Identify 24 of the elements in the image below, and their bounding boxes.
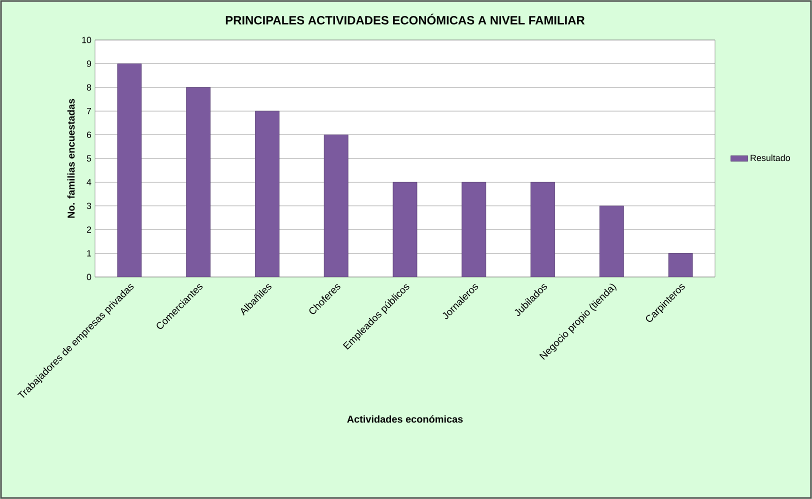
y-tick-label: 1 xyxy=(87,250,92,256)
bar xyxy=(324,134,348,277)
y-tick-label: 3 xyxy=(86,202,92,210)
y-tick-label: 6 xyxy=(86,132,92,138)
bar xyxy=(186,87,211,277)
y-tick-label: 7 xyxy=(86,108,92,114)
y-tick-label: 9 xyxy=(86,60,92,67)
bar xyxy=(255,110,280,277)
y-tick-label: 0 xyxy=(86,274,92,280)
bar xyxy=(599,206,624,277)
chart-title: PRINCIPALES ACTIVIDADES ECONÓMICAS A NIVEL FAMILIAR xyxy=(226,14,585,24)
y-tick-label: 5 xyxy=(86,155,92,162)
y-axis-title: No. familias encuestadas xyxy=(67,98,75,218)
bar xyxy=(392,182,418,277)
bar xyxy=(117,63,142,277)
y-tick-label: 10 xyxy=(82,36,92,44)
bar xyxy=(462,182,486,277)
y-tick-label: 8 xyxy=(86,84,92,91)
legend-label: Resultado xyxy=(750,154,790,162)
bar xyxy=(668,253,693,277)
y-tick-label: 2 xyxy=(86,226,92,233)
x-axis-title: Actividades económicas xyxy=(347,415,463,423)
bar xyxy=(530,182,555,277)
y-tick-label: 4 xyxy=(86,179,92,186)
